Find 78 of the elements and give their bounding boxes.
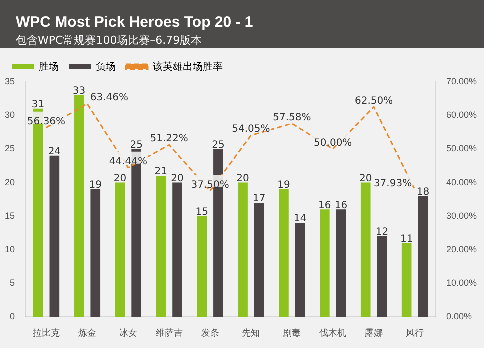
data-label: 63.46% <box>90 92 128 104</box>
bar <box>336 210 346 318</box>
x-tick-label: 伐木机 <box>320 328 347 338</box>
y-tick-label: 30 <box>4 110 16 120</box>
data-label: 18 <box>416 186 430 198</box>
y-tick-label: 25 <box>4 144 16 154</box>
data-label: 20 <box>171 173 184 184</box>
data-label: 54.05% <box>232 124 270 136</box>
data-label: 62.50% <box>354 96 394 107</box>
y-tick-label: 35 <box>4 76 16 86</box>
data-label: 24 <box>48 146 62 158</box>
data-label: 15 <box>196 206 208 218</box>
bar <box>254 202 264 318</box>
y-tick-label: 20 <box>4 177 16 188</box>
x-tick-label: 炼金 <box>78 328 96 338</box>
legend-label: 负场 <box>96 60 116 73</box>
x-tick-label: 发条 <box>201 328 220 338</box>
data-label: 44.44% <box>109 156 148 168</box>
data-label: 14 <box>294 214 307 225</box>
bar <box>156 176 166 318</box>
y2-tick-label: 50.00% <box>446 144 478 154</box>
legend-label: 该英雄出场胜率 <box>153 60 223 73</box>
bar <box>50 156 60 318</box>
y-tick-label: 5 <box>10 278 16 288</box>
data-label: 19 <box>278 180 290 192</box>
legend-label: 胜场 <box>39 60 59 73</box>
data-label: 16 <box>334 200 348 212</box>
y2-tick-label: 30.00% <box>446 210 478 221</box>
y2-tick-label: 40.00% <box>446 177 478 188</box>
bar <box>295 223 306 318</box>
y-tick-label: 0 <box>10 312 16 322</box>
y2-tick-label: 20.00% <box>446 244 478 254</box>
data-label: 25 <box>212 140 225 151</box>
x-tick-label: 先知 <box>242 328 260 338</box>
bar <box>74 95 84 318</box>
y2-tick-label: 70.00% <box>446 76 478 86</box>
data-label: 51.22% <box>150 134 188 145</box>
data-label: 56.36% <box>27 116 66 128</box>
x-tick-label: 维萨吉 <box>156 328 183 338</box>
y-tick-label: 15 <box>4 210 16 221</box>
data-label: 16 <box>318 200 332 212</box>
data-label: 12 <box>376 227 389 238</box>
data-label: 33 <box>72 86 86 98</box>
bar <box>90 190 101 318</box>
bar <box>279 190 289 318</box>
bar <box>115 182 126 318</box>
data-label: 20 <box>236 173 250 184</box>
data-label: 19 <box>89 180 102 192</box>
bar <box>320 210 330 318</box>
x-tick-label: 露娜 <box>365 328 384 338</box>
x-tick-label: 拉比克 <box>32 328 60 338</box>
y2-tick-label: 60.00% <box>446 110 478 120</box>
bar <box>172 182 182 318</box>
x-tick-label: 剧毒 <box>283 328 302 338</box>
data-label: 31 <box>32 99 45 110</box>
data-label: 20 <box>114 173 127 184</box>
y2-tick-label: 10.00% <box>446 278 478 288</box>
bar <box>360 182 371 318</box>
data-label: 20 <box>360 173 372 184</box>
bar <box>418 196 428 318</box>
bar <box>402 243 412 318</box>
x-tick-label: 风行 <box>406 328 424 338</box>
data-label: 57.58% <box>273 112 312 124</box>
chart-title: WPC Most Pick Heroes Top 20 - 1 <box>16 14 254 31</box>
bar <box>238 182 248 318</box>
data-label: 25 <box>130 140 143 151</box>
data-label: 50.00% <box>314 138 352 149</box>
x-tick-label: 冰女 <box>119 328 138 338</box>
data-label: 21 <box>154 166 168 178</box>
data-label: 11 <box>400 234 414 245</box>
bar <box>377 236 388 318</box>
data-label: 37.93% <box>374 178 412 190</box>
chart-subtitle: 包含WPC常规赛100场比赛–6.79版本 <box>16 33 204 48</box>
y-tick-label: 10 <box>4 244 16 254</box>
data-label: 37.50% <box>191 180 230 191</box>
data-label: 17 <box>253 194 266 205</box>
y2-tick-label: 0.00% <box>446 312 472 322</box>
bar <box>197 216 207 318</box>
